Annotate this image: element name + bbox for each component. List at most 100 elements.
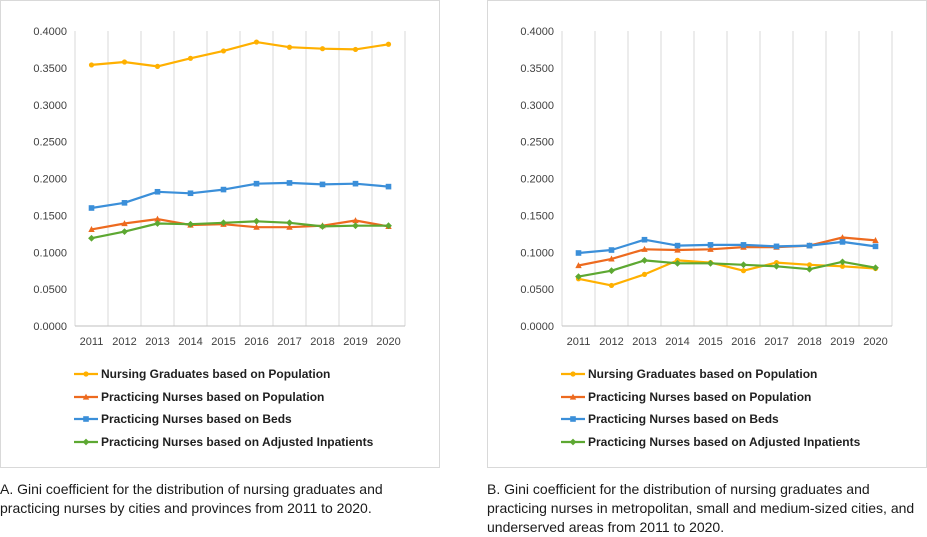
data-point — [253, 180, 260, 187]
y-tick-label: 0.2500 — [520, 137, 554, 149]
legend-item: Practicing Nurses based on Population — [73, 386, 373, 409]
series-practicing-nurses-based-on-beds — [575, 236, 879, 256]
data-point — [187, 220, 194, 228]
x-tick-label: 2011 — [80, 336, 104, 348]
data-point — [352, 222, 359, 230]
line-chart-a: 0.0000 0.0500 0.1000 0.1500 0.2000 0.2500 0.30… — [33, 26, 406, 348]
data-point — [154, 220, 161, 227]
data-point — [608, 255, 615, 262]
legend-swatch — [561, 371, 585, 377]
x-tick-label: 2019 — [830, 336, 854, 348]
legend-item: Practicing Nurses based on Beds — [560, 408, 860, 431]
data-point — [674, 246, 681, 253]
y-tick-label: 0.2000 — [520, 174, 554, 186]
data-point — [839, 234, 846, 241]
data-point — [773, 262, 780, 270]
data-point — [575, 250, 582, 256]
x-tick-label: 2011 — [567, 336, 591, 348]
data-point — [641, 256, 648, 264]
legend-label: Nursing Graduates based on Population — [588, 367, 818, 382]
data-point — [773, 243, 780, 250]
series-line — [91, 218, 389, 231]
data-point — [608, 267, 615, 275]
data-point — [319, 46, 326, 52]
legend-a: Nursing Graduates based on Population Pra… — [73, 363, 373, 453]
x-tick-label: 2018 — [797, 336, 821, 348]
x-tick-label: 2013 — [145, 336, 169, 348]
data-point — [872, 243, 879, 250]
series-line — [578, 238, 876, 255]
x-tick-label: 2018 — [310, 336, 334, 348]
data-point — [154, 188, 161, 195]
legend-swatch — [561, 393, 585, 400]
series-nursing-graduates-based-on-population — [88, 39, 392, 69]
data-point — [88, 205, 95, 211]
chart-panel-a: 0.0000 0.0500 0.1000 0.1500 0.2000 0.2500 0.30… — [0, 0, 440, 535]
x-tick-label: 2014 — [178, 336, 202, 348]
series-line — [578, 259, 876, 278]
y-tick-label: 0.3500 — [33, 63, 67, 75]
legend-marker — [570, 416, 576, 423]
chart-frame-b: 0.0000 0.0500 0.1000 0.1500 0.2000 0.2500 0.30… — [487, 0, 927, 468]
data-point — [286, 219, 293, 227]
data-point — [740, 261, 747, 269]
legend-marker — [569, 393, 577, 400]
legend-label: Practicing Nurses based on Population — [101, 389, 325, 404]
data-point — [286, 44, 293, 50]
y-tick-label: 0.0000 — [33, 321, 67, 333]
data-point — [253, 223, 260, 230]
data-point — [121, 220, 128, 227]
legend-marker — [83, 416, 89, 423]
data-point — [121, 59, 128, 65]
data-point — [575, 262, 582, 269]
x-tick-label: 2014 — [665, 336, 689, 348]
y-tick-label: 0.0000 — [520, 321, 554, 333]
series-line — [91, 220, 389, 240]
legend-swatch — [74, 416, 98, 423]
data-point — [319, 181, 326, 188]
data-point — [187, 55, 194, 61]
series-line — [91, 40, 389, 68]
y-tick-label: 0.4000 — [33, 26, 67, 38]
data-point — [740, 268, 747, 274]
data-point — [872, 237, 879, 244]
data-point — [121, 228, 128, 235]
data-point — [385, 183, 392, 190]
data-point — [286, 223, 293, 230]
data-point — [253, 39, 260, 45]
data-point — [707, 245, 714, 252]
legend-swatch — [74, 393, 98, 400]
y-tick-label: 0.2000 — [33, 174, 67, 186]
data-point — [88, 234, 95, 242]
data-point — [608, 247, 615, 253]
data-point — [319, 223, 326, 230]
data-point — [385, 41, 392, 47]
line-chart-b: 0.0000 0.0500 0.1000 0.1500 0.2000 0.2500 0.30… — [520, 26, 893, 348]
data-point — [352, 46, 359, 53]
x-tick-label: 2020 — [863, 336, 887, 348]
data-point — [187, 190, 194, 197]
series-line — [91, 181, 389, 210]
x-tick-label: 2017 — [277, 336, 301, 348]
y-tick-label: 0.3000 — [520, 100, 554, 112]
data-point — [839, 263, 846, 269]
data-point — [806, 262, 813, 268]
legend-marker — [83, 371, 89, 377]
legend-swatch — [561, 416, 585, 423]
data-point — [641, 271, 648, 277]
x-tick-label: 2015 — [698, 336, 722, 348]
data-point — [740, 242, 747, 248]
y-tick-label: 0.0500 — [33, 284, 67, 296]
caption-a: A. Gini coefficient for the distribution… — [0, 481, 383, 516]
legend-label: Practicing Nurses based on Adjusted Inpa… — [588, 434, 861, 449]
x-tick-label: 2012 — [112, 336, 136, 348]
data-point — [352, 180, 359, 187]
x-tick-label: 2019 — [343, 336, 367, 348]
legend-item: Practicing Nurses based on Population — [560, 386, 860, 409]
data-point — [806, 265, 813, 273]
legend-item: Practicing Nurses based on Adjusted Inpa… — [73, 431, 373, 454]
legend-marker — [82, 393, 90, 400]
data-point — [154, 215, 161, 222]
series-practicing-nurses-based-on-adjusted-inpatients — [88, 217, 392, 242]
data-point — [608, 282, 615, 289]
